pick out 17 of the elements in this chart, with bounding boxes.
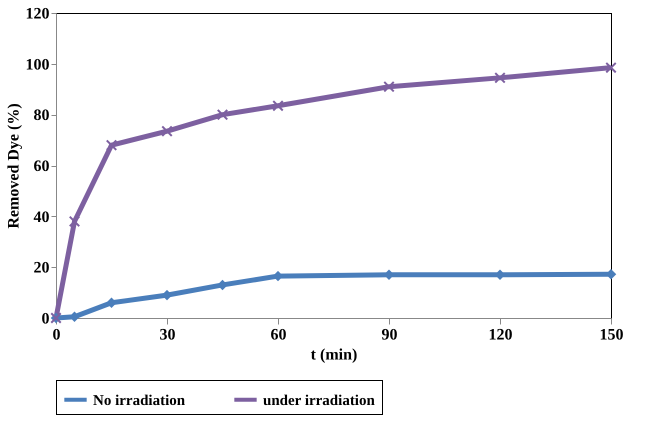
y-axis-title: Removed Dye (%) xyxy=(6,103,22,229)
x-tick-label: 90 xyxy=(382,326,398,344)
y-tick-label: 0 xyxy=(42,310,50,328)
x-tick-label: 150 xyxy=(600,326,624,344)
y-tick-label: 80 xyxy=(34,107,50,124)
x-tick-label: 120 xyxy=(488,326,512,344)
x-axis-title: t (min) xyxy=(310,346,358,364)
y-tick-label: 100 xyxy=(26,56,50,74)
x-tick-label: 0 xyxy=(52,326,60,344)
y-tick-label: 20 xyxy=(34,260,50,277)
y-tick-label: 120 xyxy=(26,6,50,22)
y-tick-label: 60 xyxy=(34,158,50,175)
x-tick-label: 30 xyxy=(160,326,176,344)
legend-label: No irradiation xyxy=(93,392,186,409)
x-tick-label: 60 xyxy=(270,326,286,344)
legend-label: under irradiation xyxy=(263,392,376,409)
y-tick-label: 40 xyxy=(34,208,50,226)
